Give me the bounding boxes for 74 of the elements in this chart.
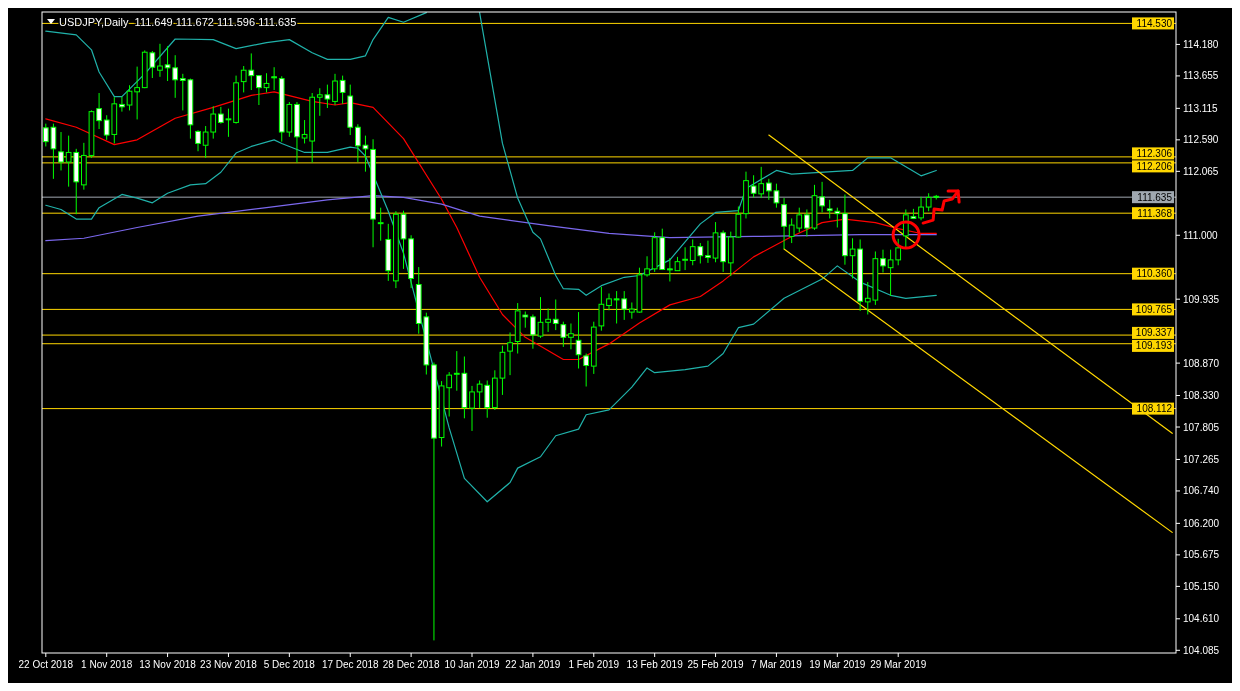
y-tick-label: 108.330 bbox=[1183, 390, 1220, 402]
x-tick-label: 29 Mar 2019 bbox=[870, 659, 927, 670]
candlestick bbox=[819, 181, 825, 213]
y-tick-label: 105.150 bbox=[1183, 580, 1220, 592]
ref-line-label: 110.360 bbox=[1136, 268, 1173, 280]
x-tick-label: 13 Feb 2019 bbox=[626, 659, 684, 670]
x-tick-label: 23 Nov 2018 bbox=[200, 659, 258, 670]
ref-line-label: 108.112 bbox=[1136, 403, 1173, 415]
x-tick-label: 1 Feb 2019 bbox=[568, 659, 620, 670]
x-tick-label: 7 Mar 2019 bbox=[751, 659, 803, 670]
ref-line-label: 111.368 bbox=[1137, 207, 1173, 219]
candlestick bbox=[157, 43, 163, 78]
candlestick bbox=[682, 246, 688, 271]
x-tick-label: 17 Dec 2018 bbox=[321, 659, 380, 670]
line-series bbox=[45, 12, 427, 98]
candlestick bbox=[195, 129, 201, 152]
candlestick bbox=[705, 240, 711, 264]
x-tick-label: 1 Nov 2018 bbox=[81, 659, 133, 670]
y-tick-label: 108.870 bbox=[1183, 357, 1220, 369]
candlestick bbox=[918, 196, 924, 221]
ref-line-label: 109.337 bbox=[1135, 327, 1173, 339]
candlestick bbox=[583, 353, 590, 388]
ref-line-label: 109.193 bbox=[1135, 340, 1173, 352]
y-tick-label: 106.200 bbox=[1183, 517, 1220, 529]
candlestick bbox=[826, 199, 833, 219]
candlestick bbox=[781, 197, 787, 250]
candlestick bbox=[377, 207, 384, 242]
candlestick bbox=[644, 255, 650, 278]
candlestick bbox=[58, 131, 64, 171]
x-tick-label: 22 Jan 2019 bbox=[505, 659, 561, 670]
candlestick bbox=[469, 385, 475, 432]
candlestick bbox=[119, 96, 125, 113]
candlestick bbox=[263, 72, 270, 93]
x-tick-label: 10 Jan 2019 bbox=[444, 659, 500, 670]
line-series bbox=[45, 91, 937, 361]
y-tick-label: 114.180 bbox=[1183, 38, 1219, 50]
y-tick-label: 104.085 bbox=[1183, 644, 1220, 656]
y-tick-label: 107.805 bbox=[1183, 421, 1220, 433]
y-tick-label: 113.115 bbox=[1183, 102, 1219, 114]
ref-line-label: 114.530 bbox=[1136, 17, 1173, 29]
candlestick bbox=[552, 298, 559, 331]
y-tick-label: 104.610 bbox=[1183, 613, 1220, 625]
candlestick bbox=[560, 321, 567, 348]
y-tick-label: 113.655 bbox=[1183, 70, 1219, 82]
y-tick-label: 109.935 bbox=[1183, 293, 1220, 305]
candlestick bbox=[568, 323, 574, 350]
candlestick bbox=[834, 207, 841, 228]
candlestick bbox=[575, 311, 582, 370]
ref-line-label: 112.206 bbox=[1136, 160, 1173, 172]
x-tick-label: 13 Nov 2018 bbox=[139, 659, 197, 670]
line-series bbox=[479, 12, 937, 296]
x-tick-label: 25 Feb 2019 bbox=[687, 659, 745, 670]
y-tick-label: 106.740 bbox=[1183, 485, 1220, 497]
x-tick-label: 19 Mar 2019 bbox=[809, 659, 866, 670]
candlestick bbox=[507, 332, 513, 376]
x-tick-label: 5 Dec 2018 bbox=[263, 659, 316, 670]
candlestick bbox=[880, 249, 886, 273]
y-tick-label: 111.000 bbox=[1183, 229, 1219, 241]
y-tick-label: 112.590 bbox=[1183, 134, 1219, 146]
candlestick bbox=[96, 92, 102, 130]
x-tick-label: 28 Dec 2018 bbox=[382, 659, 440, 670]
candlestick bbox=[606, 292, 612, 311]
x-tick-label: 22 Oct 2018 bbox=[18, 659, 74, 670]
candlestick bbox=[339, 75, 346, 105]
y-tick-label: 105.675 bbox=[1183, 549, 1220, 561]
line-series bbox=[45, 195, 937, 242]
ref-line-label: 111.635 bbox=[1137, 191, 1173, 203]
candlestick bbox=[256, 74, 262, 106]
ref-line-label: 109.765 bbox=[1135, 303, 1173, 315]
candlestick bbox=[271, 66, 277, 91]
y-tick-label: 112.065 bbox=[1183, 165, 1219, 177]
ref-line-label: 112.306 bbox=[1136, 147, 1173, 159]
y-tick-label: 107.265 bbox=[1183, 453, 1220, 465]
candlestick bbox=[332, 73, 338, 106]
